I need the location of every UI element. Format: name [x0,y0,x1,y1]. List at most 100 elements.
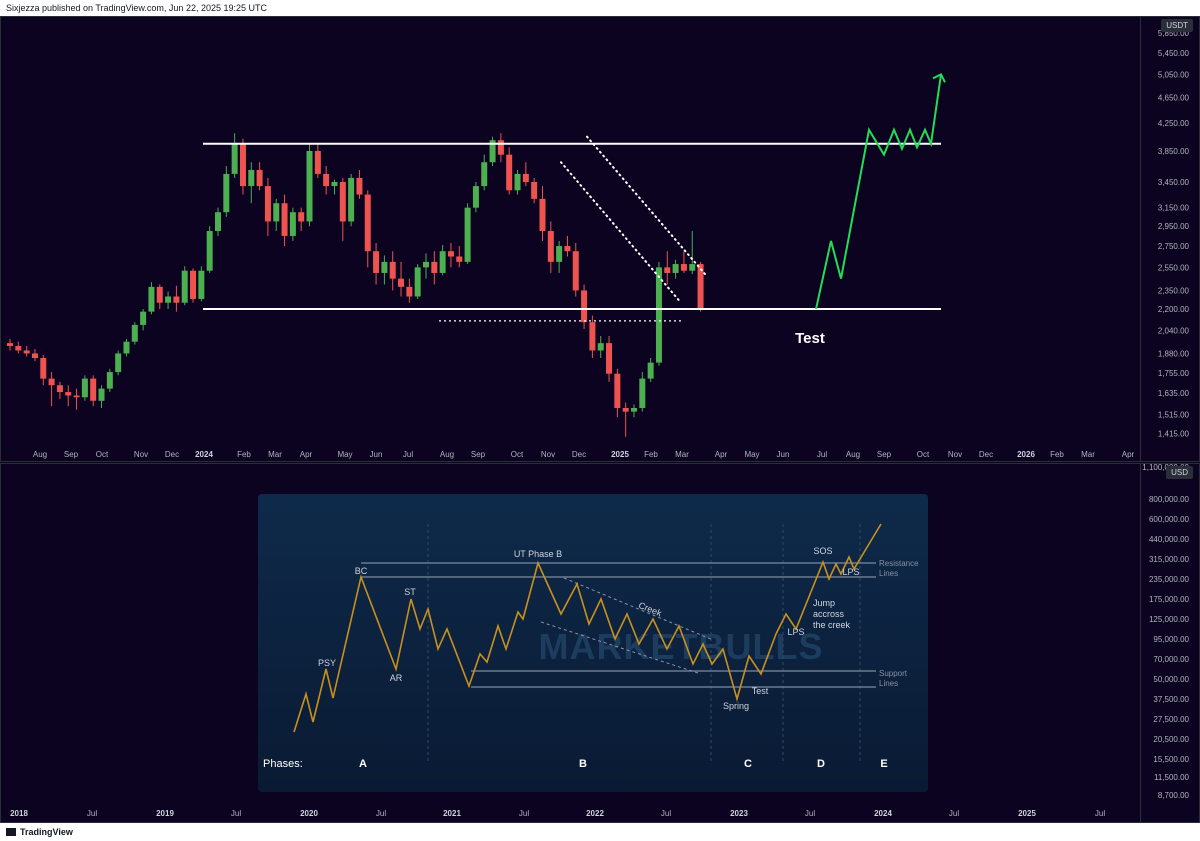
phase-label: D [817,758,825,770]
candle-body [364,194,371,252]
candle-body [81,378,88,398]
candle-body [165,296,172,303]
x-tick-label: Aug [846,450,860,459]
candle-body [65,392,72,396]
candle-body [298,212,305,222]
y-tick-label: 2,350.00 [1158,286,1190,295]
resistance-label: Resistance [879,559,919,568]
x-tick-label: Nov [541,450,555,459]
candle-body [123,341,130,354]
wyckoff-chart[interactable]: 1,100,000.00 800,000.00 600,000.00 440,000.… [1,464,1200,824]
price-axis-bottom[interactable]: USD [1140,464,1199,822]
y-tick-label: 15,500.00 [1153,755,1189,764]
y-tick-label: 5,450.00 [1158,49,1190,58]
y-tick-label: 2,950.00 [1158,222,1190,231]
candle-body [231,143,238,174]
y-tick-label: 2,550.00 [1158,263,1190,272]
y-tick-label: 1,635.00 [1158,389,1190,398]
candle-body [314,150,321,174]
x-tick-label: Jul [661,809,671,818]
y-tick-label: 1,515.00 [1158,410,1190,419]
candle-body [539,198,546,232]
y-tick-label: 1,880.00 [1158,349,1190,358]
x-tick-label: 2024 [195,450,213,459]
x-tick-label: 2025 [611,450,629,459]
creek-line-upper [563,577,714,641]
candlestick-chart[interactable]: 5,850.00 5,450.00 5,050.00 4,650.00 4,250.00… [1,17,1200,463]
x-tick-label: Feb [237,450,251,459]
y-tick-label: 95,000.00 [1153,635,1189,644]
x-tick-label: Apr [300,450,313,459]
x-tick-label: Jul [231,809,241,818]
x-tick-label: 2025 [1018,809,1036,818]
y-tick-label: 4,250.00 [1158,119,1190,128]
phases-label: Phases: [263,758,303,770]
currency-tag: USDT [1161,19,1193,32]
candle-body [389,261,396,279]
candle-body [31,353,38,359]
candle-body [15,346,22,351]
candle-body [547,231,554,262]
tradingview-footer: TradingView [0,823,1200,841]
candle-body [581,290,588,323]
y-tick-label: 4,650.00 [1158,94,1190,103]
currency-tag-bottom: USD [1166,466,1193,479]
x-tick-label: Feb [644,450,658,459]
candle-body [173,296,180,303]
test-annotation: Test [795,330,825,347]
x-tick-label: Jul [403,450,413,459]
y-tick-label: 1,755.00 [1158,369,1190,378]
x-tick-label: Mar [675,450,689,459]
candle-body [447,251,454,257]
x-tick-label: Jul [817,450,827,459]
wyckoff-pane[interactable]: 1,100,000.00 800,000.00 600,000.00 440,000.… [0,463,1200,823]
y-tick-label: 27,500.00 [1153,715,1189,724]
price-chart-pane[interactable]: 5,850.00 5,450.00 5,050.00 4,650.00 4,250.00… [0,16,1200,462]
y-tick-label: 600,000.00 [1149,515,1190,524]
candle-body [472,186,479,208]
event-label-jump: Jump [813,598,835,608]
price-axis[interactable]: USDT [1140,17,1199,461]
event-label: Test [752,686,769,696]
candle-body [406,286,413,297]
publish-info-text: Sixjezza published on TradingView.com, J… [6,3,267,13]
y-tick-label: 11,500.00 [1154,773,1190,782]
y-tick-label: 3,150.00 [1158,204,1190,213]
candle-body [131,324,138,342]
y-tick-label: 8,700.00 [1158,791,1190,800]
x-tick-label: Sep [877,450,892,459]
x-tick-label: 2022 [586,809,604,818]
candle-body [248,169,255,187]
candle-body [115,353,122,373]
event-label: LPS [842,567,859,577]
y-tick-label: 2,200.00 [1158,305,1190,314]
candle-body [414,267,421,297]
phase-label: E [880,758,887,770]
candle-body [489,140,496,163]
x-tick-label: 2024 [874,809,892,818]
projection-path [815,74,942,310]
candle-body [506,154,513,191]
candle-body [481,162,488,187]
wyckoff-panel [258,494,928,792]
y-tick-label: 235,000.00 [1149,575,1190,584]
y-tick-label: 1,415.00 [1158,430,1190,439]
candle-body [398,278,405,287]
candle-body [223,173,230,213]
tradingview-logo-icon [6,828,16,836]
x-tick-label: Oct [917,450,930,459]
candle-body [456,256,463,262]
candle-body [256,169,263,187]
candle-body [647,362,654,379]
candle-body [564,246,571,252]
x-tick-label: Dec [165,450,179,459]
candle-body [215,212,221,232]
x-tick-label: Nov [134,450,148,459]
candle-body [680,264,687,271]
x-tick-label: Jul [805,809,815,818]
projection-arrowhead [932,73,946,83]
x-tick-label: Apr [715,450,728,459]
candle-body [206,231,213,271]
candle-body [655,267,662,363]
candle-body [381,261,388,273]
